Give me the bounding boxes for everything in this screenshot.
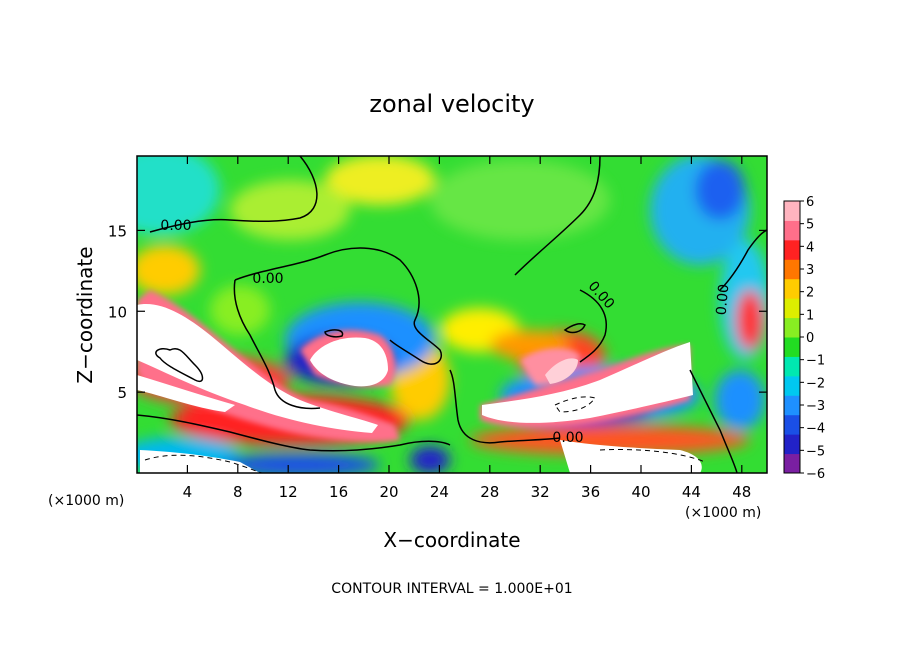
x-tick-label: 28	[480, 483, 499, 501]
colorbar-swatch	[784, 414, 800, 435]
colorbar-swatch	[784, 259, 800, 280]
x-axis-label: X−coordinate	[383, 528, 520, 552]
chart-title: zonal velocity	[369, 90, 534, 118]
colorbar-tick-label: −3	[806, 399, 825, 414]
x-tick-label: 40	[631, 483, 650, 501]
x-tick-label: 16	[329, 483, 348, 501]
y-axis-label: Z−coordinate	[73, 246, 97, 383]
colorbar-swatch	[784, 453, 800, 474]
x-unit-left: (×1000 m)	[48, 493, 124, 509]
colorbar-swatch	[784, 375, 800, 396]
contour-label: 0.00	[714, 283, 733, 315]
colorbar-swatch	[784, 395, 800, 416]
colorbar-tick-label: −5	[806, 444, 825, 459]
x-tick-label: 24	[430, 483, 449, 501]
colorbar-tick-label: −2	[806, 376, 825, 391]
y-tick-label: 5	[117, 384, 127, 402]
colorbar-swatch	[784, 337, 800, 357]
contour-label: 0.00	[160, 218, 191, 234]
colorbar: 6 5 4 3 2 1 0 −1 −2 −3 −4 −5 −6	[783, 195, 825, 482]
colorbar-swatch	[784, 220, 800, 241]
x-tick-label: 20	[379, 483, 398, 501]
plot-frame	[136, 155, 768, 474]
velocity-field	[137, 156, 767, 473]
colorbar-swatch	[784, 201, 800, 221]
y-tick-label: 15	[108, 222, 127, 240]
x-tick-label: 44	[682, 483, 701, 501]
colorbar-tick-label: 3	[806, 263, 814, 278]
x-axis-ticks: 4 8 12 16 20 24 28 32 36 40 44 48	[183, 156, 751, 501]
colorbar-tick-label: −4	[806, 422, 825, 437]
x-tick-label: 36	[581, 483, 600, 501]
colorbar-swatch	[784, 434, 800, 455]
x-tick-label: 48	[732, 483, 751, 501]
x-tick-label: 32	[531, 483, 550, 501]
colorbar-swatch	[784, 298, 800, 319]
colorbar-tick-label: −6	[806, 467, 825, 482]
colorbar-tick-label: 1	[806, 308, 814, 323]
contour-interval-note: CONTOUR INTERVAL = 1.000E+01	[331, 581, 572, 597]
x-tick-label: 8	[233, 483, 243, 501]
colorbar-swatch	[784, 278, 800, 299]
colorbar-tick-label: −1	[806, 354, 825, 369]
x-unit-right: (×1000 m)	[685, 505, 761, 521]
colorbar-tick-label: 4	[806, 240, 814, 255]
colorbar-tick-label: 6	[806, 195, 814, 210]
colorbar-tick-label: 0	[806, 331, 814, 346]
colorbar-swatch	[784, 239, 800, 260]
colorbar-tick-label: 2	[806, 286, 814, 301]
x-tick-label: 4	[183, 483, 193, 501]
colorbar-tick-label: 5	[806, 218, 814, 233]
y-tick-label: 10	[108, 303, 127, 321]
contour-labels: 0.000.000.000.00 0.00	[160, 218, 732, 446]
colorbar-swatch	[784, 356, 800, 377]
contour-label: 0.00	[252, 271, 283, 287]
y-axis-ticks: 5 10 15	[108, 222, 767, 402]
contour-label: 0.00	[552, 430, 583, 446]
colorbar-swatch	[784, 317, 800, 338]
x-tick-label: 12	[279, 483, 298, 501]
